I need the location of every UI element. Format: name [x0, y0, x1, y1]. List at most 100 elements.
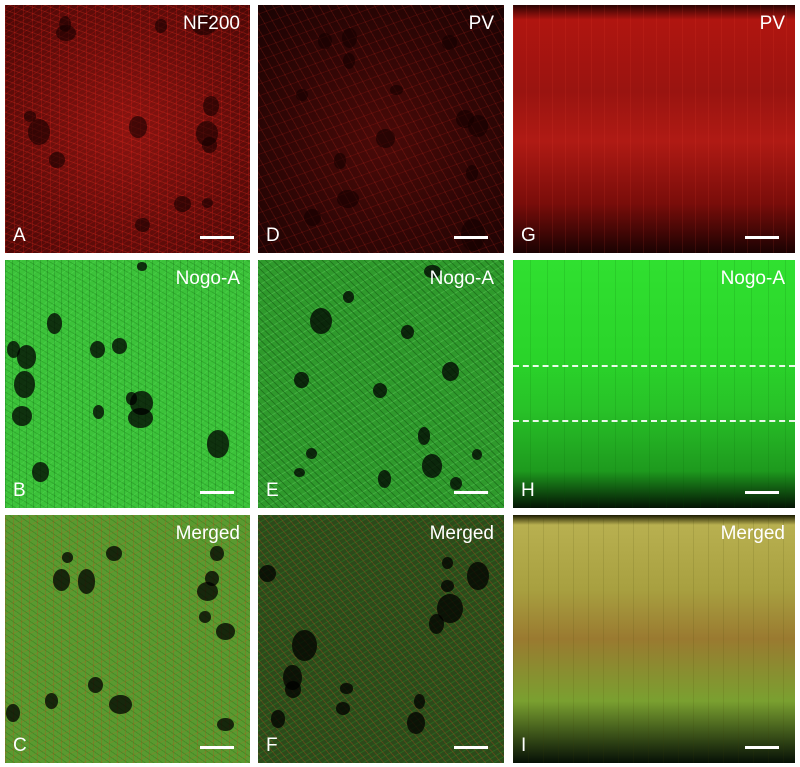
panel-letter: H [521, 480, 535, 501]
cell-body [196, 582, 218, 601]
cell-body [105, 545, 123, 562]
cell-body [283, 664, 302, 691]
panel-letter: F [266, 735, 278, 756]
image-panel: Nogo-A B [5, 260, 250, 508]
cell-body [55, 24, 77, 42]
image-panel: Nogo-A E [258, 260, 504, 508]
cell-body [449, 476, 462, 491]
image-panel: Nogo-A H [513, 260, 795, 508]
panel-letter: B [13, 480, 26, 501]
cell-body [417, 427, 431, 445]
cell-body [14, 370, 35, 399]
cell-body [413, 694, 425, 710]
cell-body [467, 561, 489, 590]
panel-letter: A [13, 225, 26, 246]
scale-bar [454, 746, 488, 749]
panel-letter: G [521, 225, 536, 246]
cell-body [461, 219, 486, 251]
cell-body [217, 717, 234, 731]
cell-body [88, 677, 103, 693]
scale-bar [454, 236, 488, 239]
cell-body [77, 569, 96, 594]
cell-body [377, 470, 391, 488]
cell-body [309, 308, 332, 335]
cell-body [428, 613, 445, 634]
cell-body [471, 448, 483, 460]
cell-body [46, 313, 62, 335]
cell-body [206, 429, 230, 458]
layer-boundary [513, 420, 795, 422]
cell-body [441, 35, 457, 50]
cell-body [44, 692, 59, 709]
cell-body [334, 153, 346, 169]
cell-body [215, 622, 236, 640]
cell-body [407, 712, 425, 734]
cell-body [198, 611, 211, 623]
cell-body [27, 118, 50, 145]
cell-body [343, 52, 356, 69]
cell-body [441, 556, 453, 570]
stain-label: Nogo-A [429, 268, 494, 289]
cell-body [32, 462, 49, 483]
cell-body [135, 217, 151, 233]
cell-body [259, 565, 277, 583]
cell-body [376, 129, 396, 148]
cell-body [126, 392, 137, 405]
cell-body [421, 454, 442, 478]
stain-label: Merged [429, 523, 494, 544]
cell-body [48, 151, 66, 168]
image-panel: Merged I [513, 515, 795, 763]
panel-letter: I [521, 735, 527, 756]
cell-body [16, 345, 37, 369]
cell-body [5, 704, 20, 723]
cell-body [24, 111, 36, 122]
cell-body [129, 116, 148, 138]
cell-body [442, 361, 460, 382]
stain-label: Merged [720, 523, 785, 544]
cell-body [201, 198, 214, 209]
scale-bar [745, 491, 779, 494]
stain-label: PV [468, 13, 494, 34]
cell-body [6, 341, 20, 358]
cell-body [401, 324, 415, 340]
stain-label: Merged [175, 523, 240, 544]
cell-body [293, 468, 305, 478]
cell-body [317, 32, 333, 50]
stain-label: Nogo-A [720, 268, 785, 289]
cell-body [89, 340, 106, 359]
cell-body [92, 404, 105, 419]
cell-body [109, 695, 132, 714]
cell-body [465, 164, 479, 182]
scale-bar [454, 491, 488, 494]
cell-body [52, 569, 70, 591]
scale-bar [200, 491, 234, 494]
cell-body [303, 208, 322, 227]
scale-bar [745, 236, 779, 239]
cell-body [61, 552, 73, 563]
cell-body [390, 84, 403, 96]
cell-body [210, 545, 224, 562]
image-panel: Merged C [5, 515, 250, 763]
cell-body [295, 88, 309, 102]
image-panel: PV G [513, 5, 795, 253]
panel-letter: D [266, 225, 280, 246]
cell-body [294, 371, 309, 389]
cell-body [305, 448, 317, 460]
cell-body [336, 702, 350, 715]
stain-label: NF200 [182, 13, 240, 34]
cell-body [202, 95, 220, 117]
scale-bar [745, 746, 779, 749]
cell-body [191, 14, 217, 36]
cell-body [340, 683, 353, 694]
layer-boundary [513, 365, 795, 367]
cell-body [270, 710, 285, 728]
cell-body [11, 405, 32, 427]
cell-body [204, 570, 219, 587]
scale-bar [200, 746, 234, 749]
cell-body [202, 137, 218, 154]
cell-body [336, 189, 360, 208]
cell-body [424, 264, 441, 278]
stain-label: Nogo-A [175, 268, 240, 289]
scale-bar [200, 236, 234, 239]
cell-body [59, 16, 72, 33]
